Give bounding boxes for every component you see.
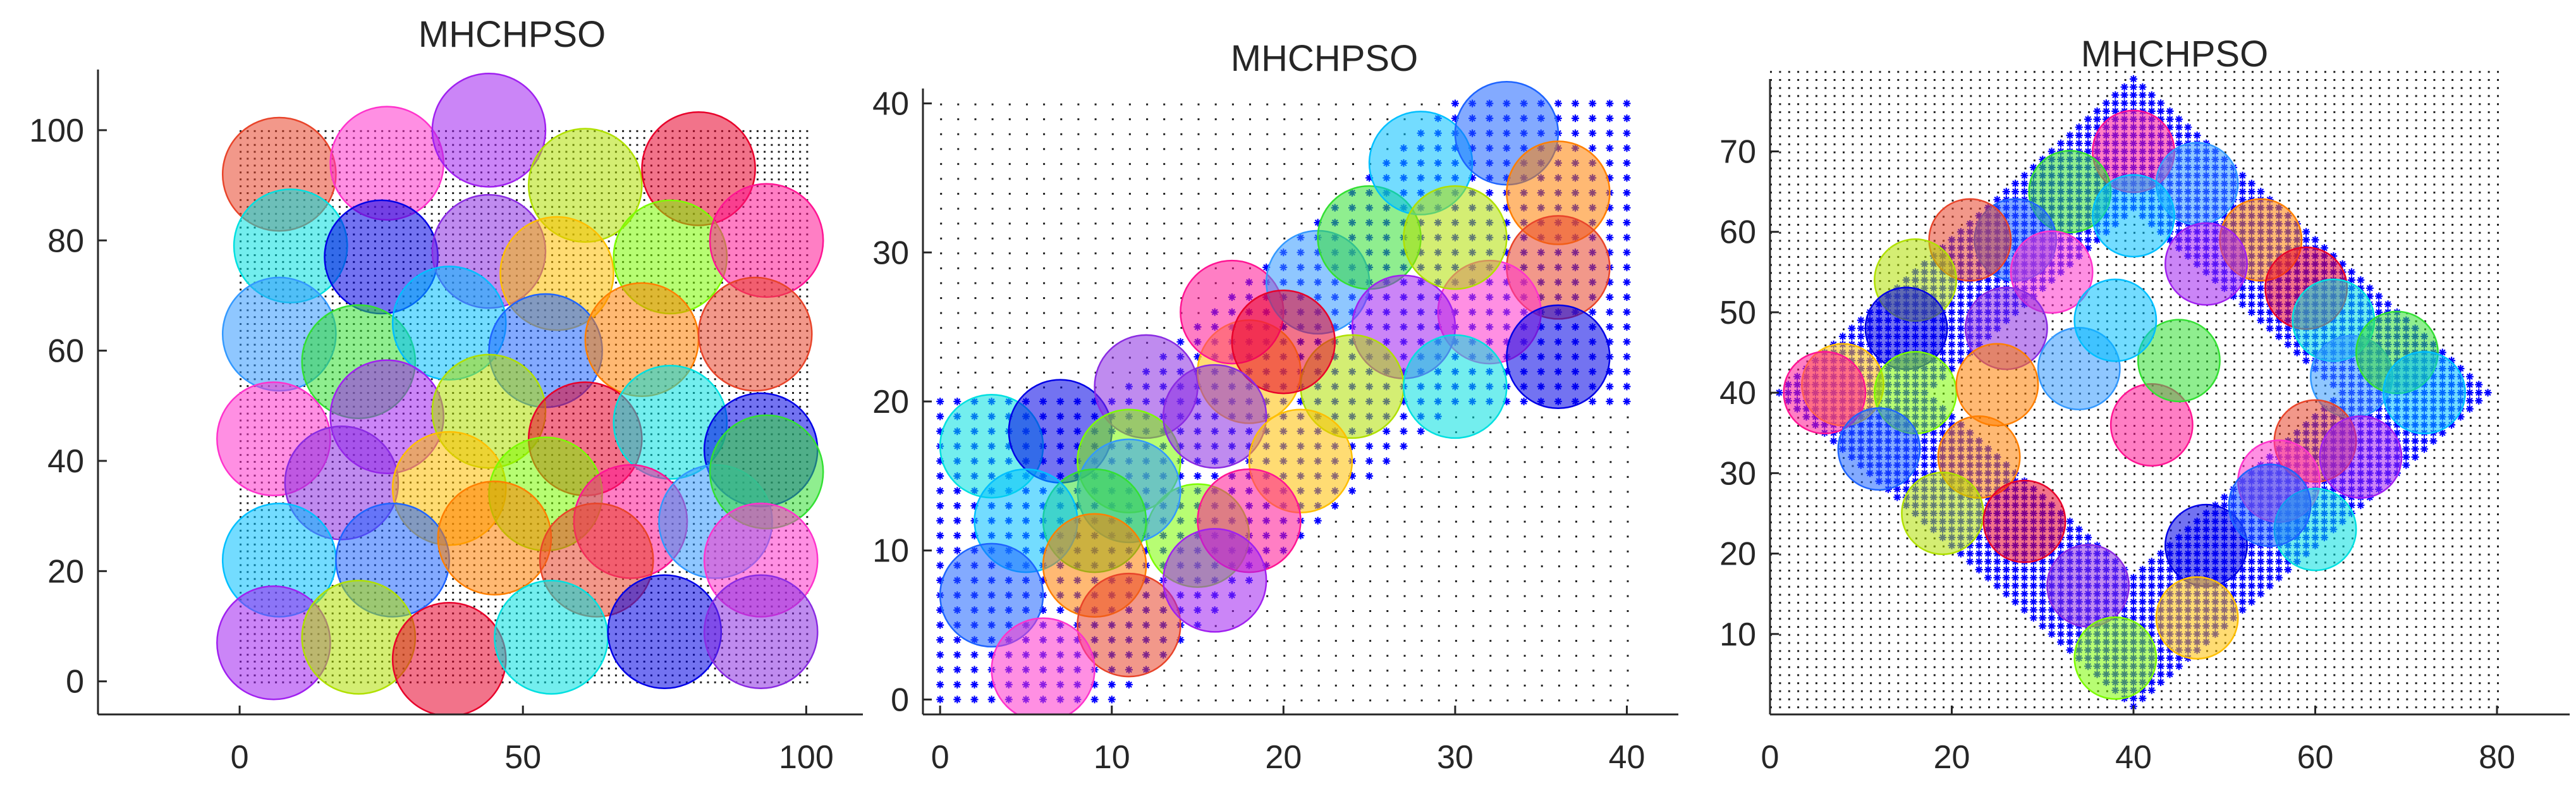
y-tick-label: 40 xyxy=(872,86,909,123)
sensor-circle xyxy=(1982,479,2066,563)
sensor-circle xyxy=(1231,289,1336,395)
sensor-circle xyxy=(2228,463,2312,548)
y-tick-label: 10 xyxy=(1719,616,1756,653)
plot-area xyxy=(1770,71,2499,714)
sensor-circle xyxy=(2155,576,2239,660)
sensor-circle xyxy=(1955,343,2039,427)
sensor-circle xyxy=(1403,185,1508,290)
sensor-circle xyxy=(437,481,552,596)
x-tick-label: 40 xyxy=(1609,739,1645,776)
sensor-circle xyxy=(2092,174,2175,258)
sensor-circle xyxy=(697,276,813,392)
y-tick-label: 0 xyxy=(66,664,84,701)
sensor-circle xyxy=(1162,364,1267,469)
chart-panel-2: 0 10 20 30 40 0 10 20 30 40 MHCHPSO xyxy=(869,0,1691,808)
chart-title: MHCHPSO xyxy=(2081,34,2268,75)
y-tick-label: 10 xyxy=(872,533,909,570)
x-tick-label: 20 xyxy=(1934,739,1970,776)
sensor-circle xyxy=(1162,528,1267,633)
x-tick-label: 50 xyxy=(504,739,541,776)
sensor-circle xyxy=(939,542,1044,648)
chart-title: MHCHPSO xyxy=(418,14,606,55)
sensor-circle xyxy=(2046,544,2130,628)
chart-svg: 0 10 20 30 40 0 10 20 30 40 MHCHPSO xyxy=(872,38,1678,776)
chart-panel-3: 0 20 40 60 80 10 20 30 40 50 60 70 MHCHPSO xyxy=(1691,0,2576,808)
grid-dots xyxy=(940,103,1629,702)
y-tick-label: 20 xyxy=(47,553,84,590)
sensor-circles xyxy=(939,80,1611,714)
y-tick-label: 20 xyxy=(872,384,909,420)
y-tick-label: 70 xyxy=(1719,133,1756,170)
sensor-circle xyxy=(2164,222,2248,306)
sensor-circle xyxy=(2383,351,2466,435)
sensor-circle xyxy=(2319,415,2403,499)
sensor-circle xyxy=(2073,278,2158,362)
x-tick-label: 0 xyxy=(231,739,249,776)
sensor-circle xyxy=(2073,616,2158,700)
axes: 0 10 20 30 40 0 10 20 30 40 xyxy=(872,86,1678,776)
y-tick-label: 30 xyxy=(1719,455,1756,492)
sensor-circles xyxy=(216,73,824,714)
y-tick-label: 100 xyxy=(29,113,84,149)
y-tick-label: 20 xyxy=(1719,536,1756,573)
x-tick-label: 40 xyxy=(2115,739,2152,776)
x-tick-label: 0 xyxy=(931,739,949,776)
y-tick-label: 60 xyxy=(47,333,84,370)
y-tick-label: 50 xyxy=(1719,295,1756,331)
x-tick-label: 10 xyxy=(1094,739,1130,776)
x-tick-label: 80 xyxy=(2479,739,2515,776)
y-tick-label: 40 xyxy=(1719,375,1756,412)
y-tick-label: 0 xyxy=(891,682,909,718)
sensor-circle xyxy=(1783,351,1867,435)
x-tick-label: 20 xyxy=(1265,739,1302,776)
plot-area xyxy=(216,73,824,714)
sensor-circle xyxy=(1506,304,1611,410)
x-tick-label: 60 xyxy=(2297,739,2334,776)
sensor-circle xyxy=(431,73,547,188)
y-tick-label: 30 xyxy=(872,235,909,271)
y-tick-label: 80 xyxy=(47,223,84,259)
x-tick-label: 30 xyxy=(1437,739,1474,776)
sensor-circle xyxy=(494,580,609,695)
sensor-circle xyxy=(1901,472,1985,555)
sensor-circle xyxy=(1077,572,1181,678)
plot-area xyxy=(936,80,1631,714)
x-tick-label: 0 xyxy=(1761,739,1779,776)
chart-svg: 0 20 40 60 80 10 20 30 40 50 60 70 MHCHPSO xyxy=(1719,34,2570,776)
chart-panel-1: 0 50 100 0 20 40 60 80 100 MHCHPSO xyxy=(0,0,869,808)
axes: 0 50 100 0 20 40 60 80 100 xyxy=(29,70,863,776)
y-tick-label: 40 xyxy=(47,443,84,480)
chart-title: MHCHPSO xyxy=(1231,38,1418,79)
sensor-circle xyxy=(1403,334,1508,439)
axes: 0 20 40 60 80 10 20 30 40 50 60 70 xyxy=(1719,79,2570,776)
sensor-circle xyxy=(991,617,1096,714)
x-tick-label: 100 xyxy=(779,739,834,776)
sensor-circles xyxy=(1783,109,2466,700)
y-tick-label: 60 xyxy=(1719,214,1756,251)
chart-svg: 0 50 100 0 20 40 60 80 100 MHCHPSO xyxy=(29,14,863,776)
sensor-circle xyxy=(391,601,507,714)
sensor-circle xyxy=(703,574,819,690)
sensor-circle xyxy=(2137,319,2221,403)
sensor-circle xyxy=(2010,230,2094,314)
sensor-circle xyxy=(1837,407,1921,491)
